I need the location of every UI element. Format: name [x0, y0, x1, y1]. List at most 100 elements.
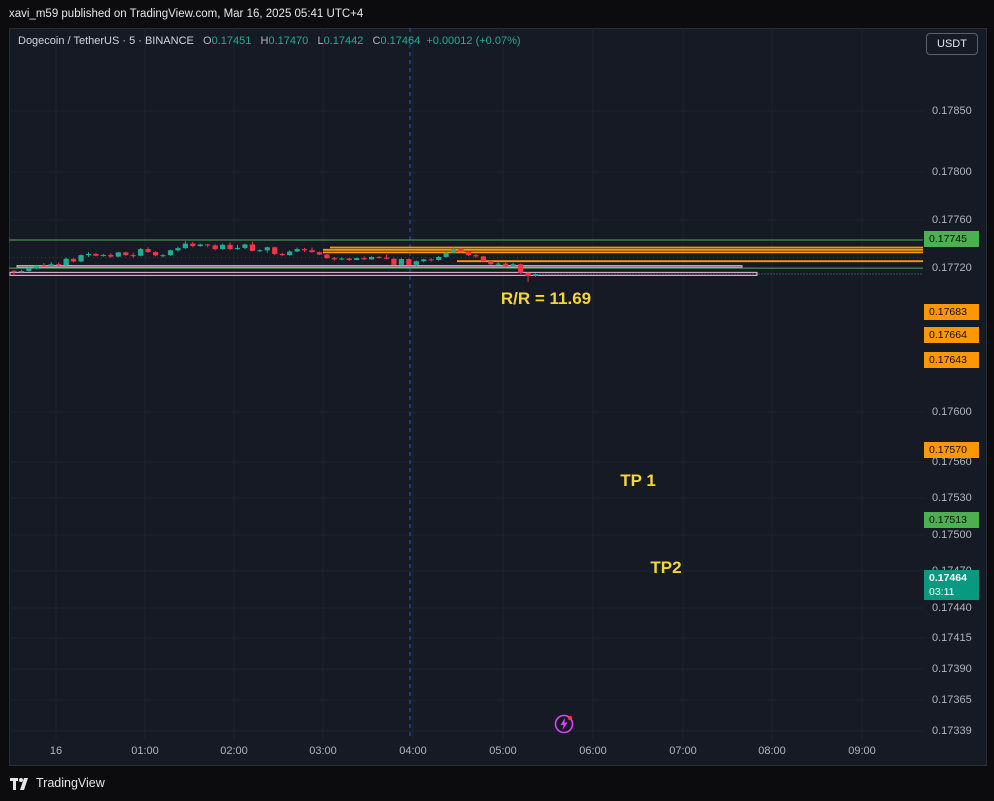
candle-body: [56, 264, 62, 266]
x-tick: 16: [49, 745, 63, 757]
last-price-label: 0.17464 03:11: [924, 570, 979, 600]
y-tick: 0.17760: [932, 214, 972, 226]
y-tick: 0.17720: [932, 262, 972, 274]
candle-body: [458, 249, 464, 252]
candle-body: [331, 258, 337, 260]
candle-body: [518, 264, 524, 273]
candle-body: [26, 268, 32, 272]
candle-body: [376, 256, 382, 258]
y-tick: 0.17339: [932, 725, 972, 737]
candle-body: [339, 258, 345, 260]
currency-button[interactable]: USDT: [926, 33, 978, 55]
x-tick: 05:00: [489, 745, 517, 757]
candle-body: [480, 256, 486, 262]
y-tick: 0.17440: [932, 602, 972, 614]
tp-zone: [9, 271, 758, 276]
candle-body: [11, 270, 17, 273]
y-tick: 0.17560: [932, 456, 972, 468]
publish-info: xavi_m59 published on TradingView.com, M…: [9, 8, 364, 20]
candle-body: [85, 253, 92, 256]
candle-body: [41, 265, 47, 267]
candle-body: [175, 248, 181, 251]
candle-body: [197, 244, 203, 247]
x-tick: 03:00: [309, 745, 337, 757]
price-label-orange: 0.17570: [924, 442, 979, 458]
price-label-orange: 0.17664: [924, 327, 979, 343]
price-label-green-mid: 0.17513: [924, 512, 979, 528]
price-label-orange: 0.17643: [924, 352, 979, 368]
candle-body: [48, 264, 54, 267]
candle-body: [152, 252, 159, 256]
candle-body: [532, 274, 539, 276]
candle-body: [279, 253, 285, 256]
footer-brand[interactable]: TradingView: [10, 776, 105, 790]
close-key: C: [372, 35, 381, 47]
candle-body: [465, 251, 472, 256]
footer-brand-text: TradingView: [36, 776, 105, 790]
candle-body: [257, 250, 263, 252]
tp2-label[interactable]: TP2: [650, 558, 682, 577]
candle-body: [145, 249, 151, 253]
candle-body: [309, 250, 315, 253]
candle-body: [100, 254, 106, 256]
candle-body: [488, 261, 494, 265]
tp1-label[interactable]: TP 1: [620, 471, 656, 490]
candle-body: [249, 244, 255, 251]
candle-body: [227, 244, 233, 250]
candle-body: [264, 247, 270, 251]
x-tick: 09:00: [848, 745, 876, 757]
candle-body: [406, 259, 412, 265]
candle-body: [130, 255, 136, 257]
symbol-name[interactable]: Dogecoin / TetherUS · 5 · BINANCE: [18, 35, 194, 47]
tradingview-logo-icon: [10, 777, 28, 790]
candle-body: [182, 243, 188, 249]
risk-reward-label[interactable]: R/R = 11.69: [500, 289, 592, 308]
candle-body: [473, 255, 479, 257]
y-tick: 0.17850: [932, 105, 972, 117]
candle-body: [160, 255, 166, 257]
last-price-value: 0.17464: [929, 572, 967, 584]
candle-body: [421, 259, 427, 262]
candle-body: [205, 244, 211, 246]
symbol-legend[interactable]: Dogecoin / TetherUS · 5 · BINANCE O0.174…: [18, 35, 521, 47]
high-value: 0.17470: [268, 35, 309, 47]
candle-body: [167, 250, 174, 256]
candle-body: [354, 258, 360, 260]
chart-frame[interactable]: [9, 28, 987, 766]
candle-body: [369, 256, 375, 260]
x-tick: 07:00: [669, 745, 697, 757]
candle-body: [436, 256, 442, 260]
candle-body: [272, 247, 278, 254]
open-value: 0.17451: [211, 35, 252, 47]
candle-body: [525, 272, 531, 276]
candle-body: [234, 247, 241, 250]
chart-plot[interactable]: [9, 28, 923, 740]
candle-body: [212, 245, 218, 250]
candle-body: [287, 251, 293, 256]
y-tick: 0.17415: [932, 632, 972, 644]
candle-body: [71, 258, 77, 262]
y-tick: 0.17365: [932, 694, 972, 706]
open-key: O: [203, 35, 212, 47]
x-tick: 01:00: [131, 745, 159, 757]
candle-countdown: 03:11: [929, 586, 955, 598]
lightning-icon[interactable]: [554, 714, 574, 734]
y-tick: 0.17800: [932, 166, 972, 178]
price-label-orange: 0.17683: [924, 304, 979, 320]
candle-body: [18, 271, 25, 273]
high-key: H: [260, 35, 269, 47]
candle-body: [220, 244, 226, 250]
close-value: 0.17464: [380, 35, 421, 47]
low-value: 0.17442: [323, 35, 364, 47]
candle-body: [301, 249, 308, 251]
x-tick: 06:00: [579, 745, 607, 757]
candle-body: [510, 264, 516, 267]
candle-body: [413, 261, 419, 265]
x-tick: 08:00: [758, 745, 786, 757]
candle-body: [361, 258, 367, 260]
candle-body: [123, 252, 129, 256]
x-tick: 02:00: [220, 745, 248, 757]
candle-body: [450, 249, 457, 253]
top-bar: xavi_m59 published on TradingView.com, M…: [0, 0, 994, 28]
y-tick: 0.17530: [932, 492, 972, 504]
